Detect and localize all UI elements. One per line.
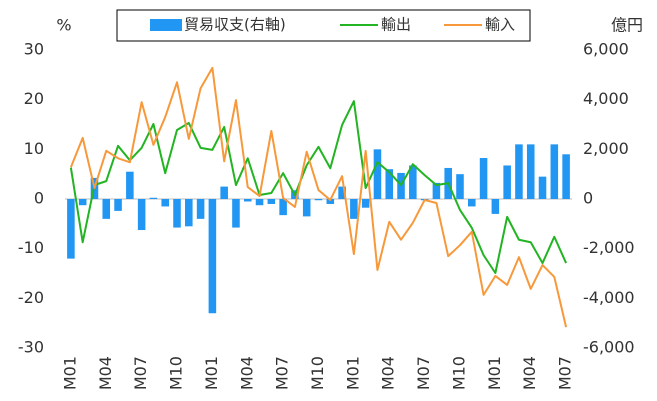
y2-axis-unit: 億円 (611, 16, 643, 35)
bar (126, 171, 134, 199)
legend-label: 輸出 (381, 16, 411, 34)
y2-tick-label: -2,000 (583, 238, 635, 257)
bar (373, 149, 382, 199)
bar (361, 199, 370, 208)
legend-label: 貿易収支(右軸) (184, 16, 286, 34)
y-tick-label: 30 (24, 40, 44, 59)
x-tick-label: M10 (167, 356, 186, 390)
bar (432, 182, 441, 199)
bar (173, 199, 181, 228)
x-tick-label: M07 (556, 356, 575, 390)
legend-swatch (150, 19, 182, 31)
y-tick-label: -30 (18, 338, 44, 357)
bar (338, 186, 346, 199)
bar (526, 144, 535, 199)
bar (267, 199, 276, 204)
bar (491, 199, 500, 214)
bar (515, 144, 523, 199)
y-axis-unit: % (56, 16, 71, 35)
bar (161, 199, 169, 207)
bar (456, 174, 464, 199)
bar (243, 199, 252, 202)
bar (326, 199, 335, 204)
x-tick-label: M10 (449, 356, 468, 390)
bar (102, 199, 111, 219)
x-tick-label: M04 (96, 356, 115, 390)
bar (350, 199, 358, 219)
y-tick-label: -20 (18, 288, 44, 307)
bar (385, 169, 394, 199)
bar (208, 199, 217, 314)
bar (232, 199, 240, 228)
y2-tick-label: 4,000 (583, 89, 629, 108)
bar (468, 199, 476, 207)
y2-tick-label: 2,000 (583, 139, 629, 158)
bar (279, 199, 287, 216)
bar (409, 165, 417, 199)
x-tick-label: M04 (237, 356, 256, 390)
y-tick-label: 10 (24, 139, 44, 158)
bar (149, 197, 158, 199)
bar (538, 176, 547, 199)
bar (302, 199, 311, 217)
y-tick-label: -10 (18, 238, 44, 257)
x-tick-label: M07 (414, 356, 433, 390)
legend-label: 輸入 (485, 16, 515, 34)
bar (479, 158, 488, 199)
bar (550, 144, 559, 199)
bar (114, 199, 122, 211)
y2-tick-label: 6,000 (583, 40, 629, 59)
line (69, 66, 568, 328)
x-tick-label: M10 (308, 356, 327, 390)
bar (220, 186, 228, 199)
bar (255, 199, 264, 206)
x-tick-label: M01 (60, 356, 79, 390)
y2-tick-label: 0 (583, 189, 593, 208)
bar (314, 199, 323, 201)
y2-tick-label: -4,000 (583, 288, 635, 307)
bar (503, 165, 511, 199)
bar (137, 199, 146, 231)
bar (78, 199, 87, 206)
y-tick-label: 0 (34, 189, 44, 208)
x-tick-label: M01 (343, 356, 362, 390)
x-tick-label: M07 (131, 356, 150, 390)
line (69, 100, 568, 274)
x-tick-label: M04 (520, 356, 539, 390)
x-tick-label: M07 (273, 356, 292, 390)
bar (67, 199, 75, 259)
bar (196, 199, 205, 219)
bar (185, 199, 193, 227)
bar (562, 154, 570, 199)
y2-tick-label: -6,000 (583, 338, 635, 357)
x-tick-label: M01 (202, 356, 221, 390)
y-tick-label: 20 (24, 89, 44, 108)
x-tick-label: M01 (485, 356, 504, 390)
x-tick-label: M04 (379, 356, 398, 390)
legend-box (116, 9, 531, 42)
